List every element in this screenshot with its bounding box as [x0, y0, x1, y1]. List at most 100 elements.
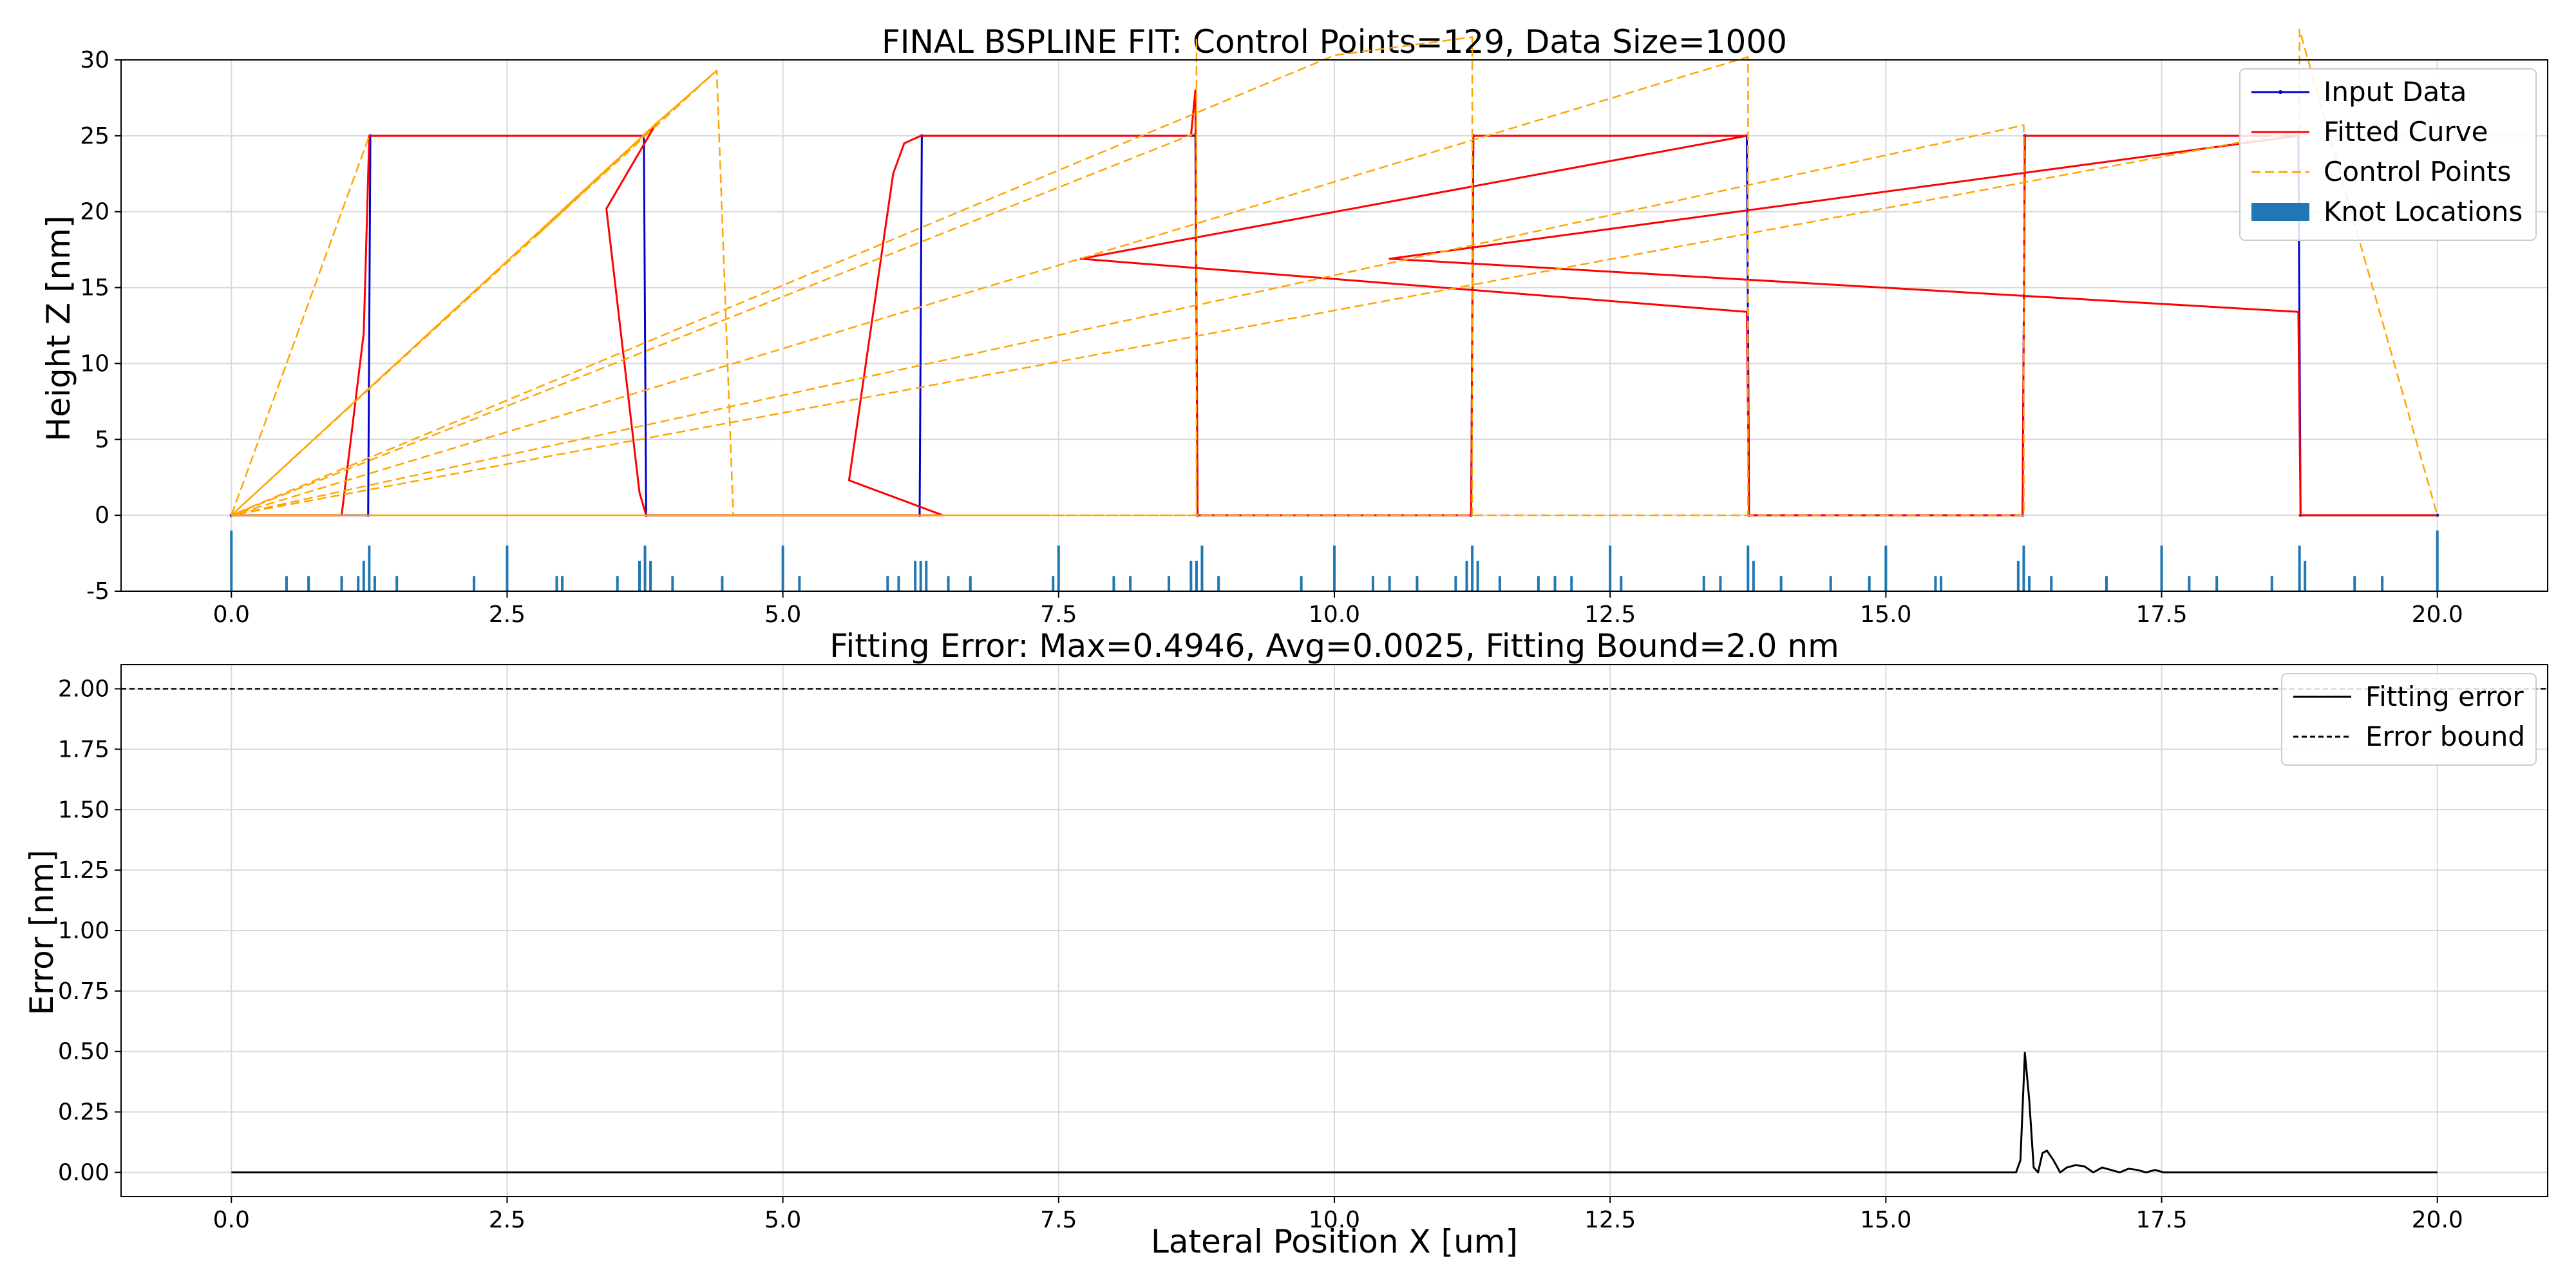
legend-swatch-knots [2251, 203, 2309, 221]
knot-bar [1940, 576, 1942, 591]
fit-panel: FINAL BSPLINE FIT: Control Points=129, D… [40, 23, 2548, 628]
knot-bar [781, 545, 784, 591]
knot-bar [230, 530, 233, 591]
fit-x-tick-label: 7.5 [1040, 601, 1077, 628]
knot-bar [1454, 576, 1457, 591]
error-y-tick-label: 0.75 [58, 978, 109, 1005]
error-panel-title: Fitting Error: Max=0.4946, Avg=0.0025, F… [829, 627, 1839, 665]
fit-panel-ticks: 0.0 2.5 5.0 7.5 10.0 12.5 15.0 17.5 20.0 -5 0 5 10 15… [80, 47, 2548, 628]
error-panel-y-axis-label: Error [nm] [23, 849, 61, 1015]
knot-bar [897, 576, 900, 591]
error-x-tick-label: 17.5 [2136, 1207, 2187, 1233]
knot-bar [1702, 576, 1705, 591]
fit-y-tick-label: -5 [86, 578, 109, 605]
knot-bar [1057, 545, 1060, 591]
knot-bar [616, 576, 619, 591]
knot-bar [1620, 576, 1623, 591]
knot-bar [1195, 560, 1198, 591]
fit-y-tick-label: 20 [80, 199, 109, 225]
error-y-tick-label: 1.50 [58, 797, 109, 823]
fit-x-tick-label: 15.0 [1860, 601, 1911, 628]
knot-bar [506, 545, 509, 591]
knot-bar [285, 576, 288, 591]
fit-x-tick-label: 20.0 [2412, 601, 2463, 628]
error-panel: Fitting Error: Max=0.4946, Avg=0.0025, F… [23, 627, 2548, 1233]
knot-bar [2381, 576, 2384, 591]
knot-bar [561, 576, 564, 591]
error-x-tick-label: 12.5 [1584, 1207, 1636, 1233]
legend-marker [2278, 90, 2282, 94]
knot-bar [307, 576, 310, 591]
knot-bar [886, 576, 889, 591]
legend-entry-label: Fitted Curve [2324, 116, 2488, 147]
knot-bar [1476, 560, 1479, 591]
error-y-tick-label: 1.25 [58, 857, 109, 884]
knot-bar [1129, 576, 1132, 591]
error-y-tick-label: 1.75 [58, 736, 109, 762]
fit-y-tick-label: 0 [95, 502, 109, 529]
error-panel-legend: Fitting error Error bound [2281, 673, 2537, 766]
error-x-tick-label: 5.0 [764, 1207, 801, 1233]
error-x-tick-label: 7.5 [1040, 1207, 1077, 1233]
knot-bar [2188, 576, 2191, 591]
knot-bar [1884, 545, 1888, 591]
knot-bar [340, 576, 343, 591]
knot-bar [643, 545, 647, 591]
fit-x-tick-label: 0.0 [213, 601, 250, 628]
legend-entry-label: Fitting error [2365, 681, 2524, 712]
knot-bar [721, 576, 724, 591]
knot-bar [1333, 545, 1336, 591]
error-y-tick-label: 1.00 [58, 918, 109, 944]
knot-bar [2105, 576, 2108, 591]
fit-x-tick-label: 2.5 [489, 601, 526, 628]
knot-bar [671, 576, 674, 591]
knot-bar [362, 560, 365, 591]
legend-entry-label: Error bound [2365, 721, 2525, 752]
error-x-tick-label: 20.0 [2412, 1207, 2463, 1233]
x-axis-label: Lateral Position X [um] [1151, 1223, 1518, 1260]
knot-bar [2298, 545, 2301, 591]
knot-bar [2304, 560, 2307, 591]
knot-bar [1553, 576, 1557, 591]
knot-bar [2160, 545, 2163, 591]
knot-bar [947, 576, 950, 591]
knot-bar [1537, 576, 1540, 591]
fit-legend-box [2239, 68, 2537, 241]
fit-y-tick-label: 5 [95, 426, 109, 453]
knot-bar [1934, 576, 1937, 591]
knot-bar [2016, 560, 2020, 591]
error-x-tick-label: 2.5 [489, 1207, 526, 1233]
knot-bar [1747, 545, 1750, 591]
knot-bar [368, 545, 371, 591]
error-y-tick-label: 0.25 [58, 1099, 109, 1126]
fit-x-tick-label: 5.0 [764, 601, 801, 628]
fit-y-tick-label: 30 [80, 47, 109, 73]
fit-panel-y-axis-label: Height Z [nm] [40, 216, 77, 442]
knot-bar [2022, 545, 2025, 591]
knot-locations-bars [230, 530, 2439, 591]
error-y-tick-label: 0.00 [58, 1159, 109, 1186]
knot-bar [1168, 576, 1171, 591]
fit-panel-series [229, 28, 2439, 517]
knot-bar [969, 576, 972, 591]
legend-entry-label: Input Data [2324, 76, 2467, 108]
knot-bar [1052, 576, 1055, 591]
legend-entry-label: Knot Locations [2324, 196, 2523, 227]
knot-bar [1189, 560, 1193, 591]
knot-bar [2028, 576, 2031, 591]
error-panel-ticks: 0.0 2.5 5.0 7.5 10.0 12.5 15.0 17.5 20.0 0.00 0.25… [58, 664, 2548, 1233]
knot-bar [1388, 576, 1391, 591]
knot-bar [1752, 560, 1755, 591]
series-line-control-points [231, 28, 2438, 516]
knot-bar [2050, 576, 2053, 591]
knot-bar [798, 576, 801, 591]
fit-y-tick-label: 10 [80, 350, 109, 377]
knot-bar [914, 560, 917, 591]
fit-x-tick-label: 17.5 [2136, 601, 2187, 628]
knot-bar [1498, 576, 1501, 591]
knot-bar [2270, 576, 2273, 591]
series-line-fitting-error [231, 1052, 2438, 1173]
error-x-tick-label: 10.0 [1309, 1207, 1360, 1233]
knot-bar [473, 576, 476, 591]
